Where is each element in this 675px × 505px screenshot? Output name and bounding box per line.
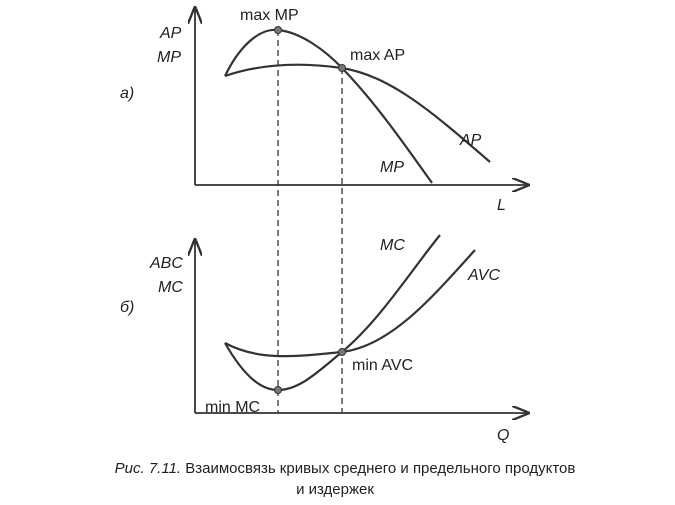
figure-label: Рис. 7.11. [115,460,181,477]
annotation: max AP [350,47,405,64]
annotation: min AVC [352,357,413,374]
point [274,386,282,394]
caption: Рис. 7.11. Взаимосвязь кривых среднего и… [115,460,576,477]
curve-label: AP [459,132,482,149]
avc-curve [224,249,476,358]
caption-line: Взаимосвязь кривых среднего и предельног… [185,460,575,477]
mc-curve [224,234,441,392]
x-axis-label: Q [497,427,509,444]
mp-curve [224,28,433,184]
x-axis-label: L [497,197,506,214]
curve-label: MP [380,159,404,176]
curve-label: MC [380,237,405,254]
panel-label: б) [120,299,134,316]
y-axis-label: ABC [149,255,183,272]
ap-curve [224,63,491,163]
point [338,64,346,72]
annotation: max MP [240,7,299,24]
y-axis-label: AP [159,25,182,42]
panel-label: а) [120,85,134,102]
y-axis-label: MP [157,49,181,66]
caption-line: и издержек [296,481,374,498]
y-axis-label: MC [158,279,183,296]
annotation: min MC [205,399,260,416]
point [274,26,282,34]
curve-label: AVC [467,267,500,284]
point [338,348,346,356]
